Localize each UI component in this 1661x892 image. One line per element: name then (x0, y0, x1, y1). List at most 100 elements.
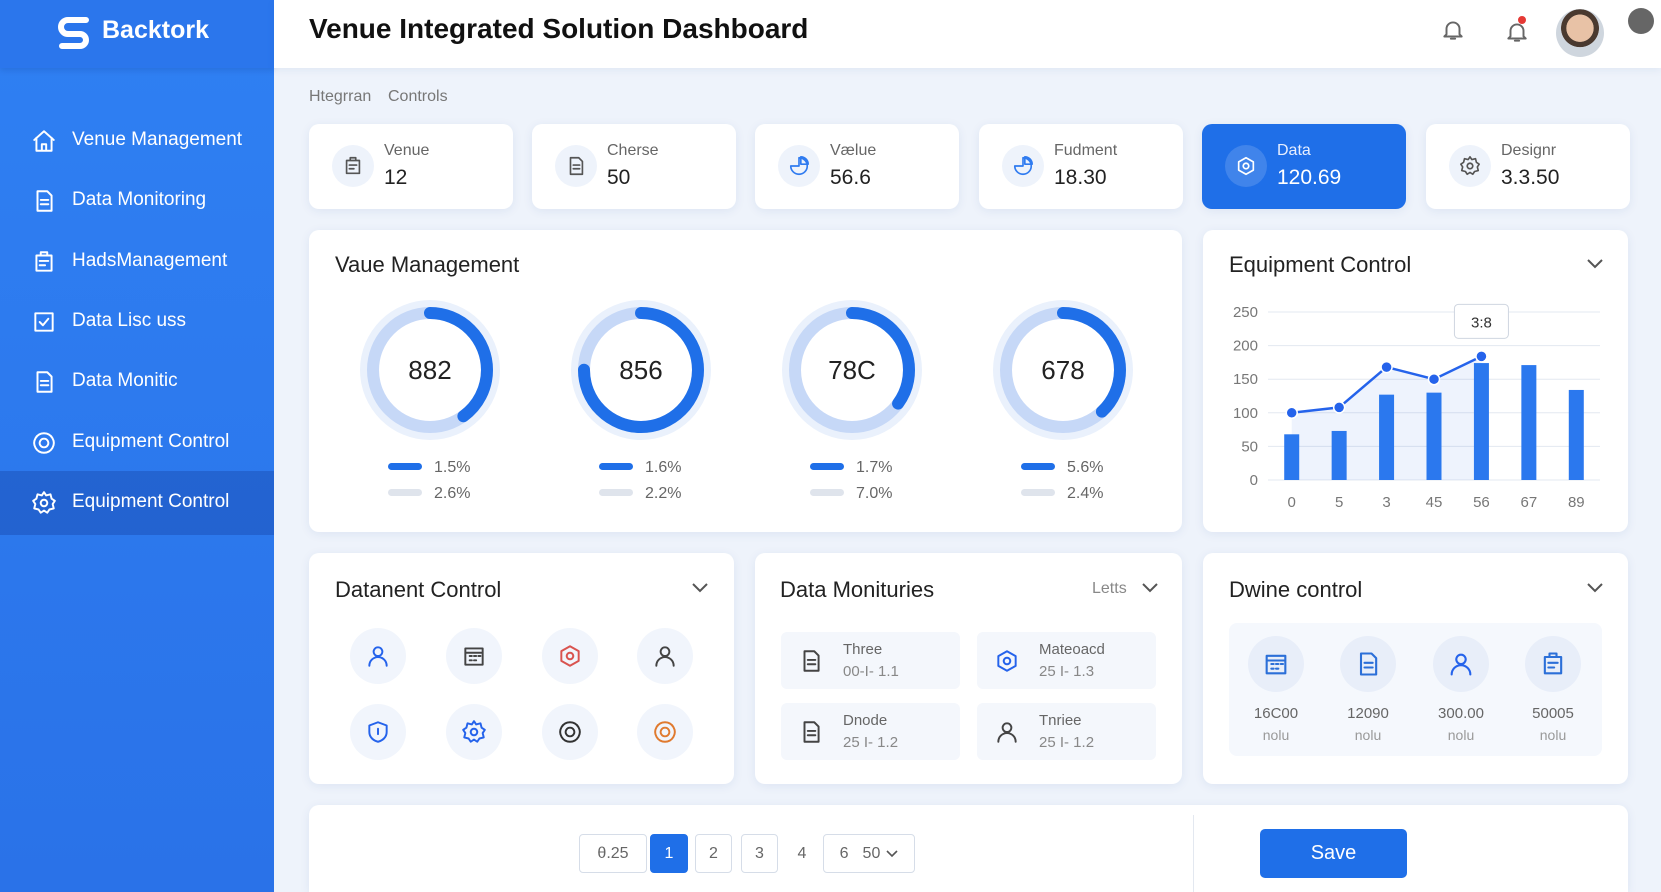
icon-shape (1359, 652, 1378, 676)
icon (36, 371, 53, 393)
icon-shape (1013, 156, 1033, 176)
icon-shape (1460, 156, 1480, 176)
chevron[interactable] (1141, 582, 1159, 594)
x-tick-label: 45 (1426, 494, 1443, 511)
page-size[interactable]: 6 50 (823, 834, 915, 873)
icon-shape (36, 371, 53, 393)
stat-card[interactable]: Fudment 18.30 (979, 124, 1183, 209)
panel-title: Equipment Control (1229, 252, 1412, 277)
y-tick-label: 200 (1233, 338, 1258, 355)
bar (1521, 365, 1537, 480)
page-range: θ.25 (579, 834, 647, 873)
brand-bar: Backtork (0, 0, 274, 68)
stat-value: 56.6 (830, 166, 871, 189)
chevron[interactable] (691, 582, 709, 594)
icon-button[interactable] (542, 628, 598, 684)
y-tick-label: 0 (1250, 472, 1258, 489)
panel-title: Dwine control (1229, 577, 1363, 602)
divider (1193, 815, 1194, 892)
icon-shape (368, 646, 388, 667)
icon-shape (560, 645, 580, 667)
monitor-value: 25 I- 1.3 (1039, 663, 1095, 680)
breadcrumb-item: Controls (388, 88, 448, 105)
monitor-value: 25 I- 1.2 (1039, 734, 1095, 751)
icon-shape (464, 647, 484, 666)
page-button[interactable]: 2 (695, 834, 732, 873)
icon-button[interactable] (446, 704, 502, 760)
icon (654, 721, 676, 743)
icon (1460, 156, 1480, 176)
filter[interactable]: Letts (1092, 580, 1127, 597)
nav-item[interactable]: Equipment Control (0, 411, 274, 475)
icon-button[interactable] (542, 704, 598, 760)
icon (1450, 653, 1472, 676)
page-button[interactable]: 1 (650, 834, 688, 873)
page-button[interactable]: 3 (741, 834, 778, 873)
nav-label: Venue Management (72, 129, 243, 150)
nav-item[interactable]: Data Lisc uss (0, 290, 274, 354)
donut-label: 78C (828, 355, 876, 385)
nav-item[interactable]: Venue Management (0, 109, 274, 173)
icon (1443, 21, 1463, 40)
monitor-item: Mateoacd 25 I- 1.3 (977, 632, 1156, 689)
x-tick-label: 67 (1521, 494, 1538, 511)
icon-shape (559, 721, 581, 743)
icon-circle (1449, 145, 1491, 187)
icon-circle (1225, 145, 1267, 187)
nav-item[interactable]: Data Monitic (0, 350, 274, 414)
stat-label: Designr (1501, 142, 1557, 159)
icon-shape (1265, 654, 1287, 675)
y-tick-label: 250 (1233, 304, 1258, 321)
tooltip-box (1453, 303, 1509, 339)
nav-item[interactable]: Data Monitoring (0, 169, 274, 233)
chevron[interactable] (1586, 582, 1604, 594)
icon (345, 156, 361, 175)
dwine-unit: nolu (1447, 727, 1475, 743)
chevron[interactable] (1586, 258, 1604, 270)
brand-logo (58, 17, 89, 49)
top-bar (274, 0, 1661, 68)
nav-item[interactable]: Equipment Control (0, 471, 274, 535)
nav-label: Data Monitoring (72, 189, 207, 210)
donut-progress (367, 307, 493, 433)
stat-card[interactable]: Designr 3.3.50 (1426, 124, 1630, 209)
donut-label: 856 (619, 355, 662, 385)
icon (1265, 654, 1287, 675)
donut-progress (1000, 307, 1126, 433)
stat-card[interactable]: Vælue 56.6 (755, 124, 959, 209)
page-button[interactable]: 4 (797, 844, 807, 862)
dwine-value: 300.00 (1438, 705, 1484, 722)
corner-button[interactable] (1628, 8, 1654, 34)
stat-value: 12 (384, 166, 408, 189)
icon-shape (997, 650, 1017, 672)
nav-label: Equipment Control (72, 491, 230, 512)
panel-title: Datanent Control (335, 577, 502, 602)
icon-button[interactable] (637, 704, 693, 760)
stat-label: Data (1277, 142, 1311, 159)
save-button[interactable]: Save (1260, 829, 1407, 878)
legend-label: 1.5% (434, 459, 470, 476)
stat-card[interactable]: Venue 12 (309, 124, 513, 209)
brand-name: Backtork (102, 16, 209, 44)
x-tick-label: 56 (1473, 494, 1490, 511)
icon (35, 251, 53, 272)
stat-card[interactable]: Cherse 50 (532, 124, 736, 209)
stat-card[interactable]: Data 120.69 (1202, 124, 1406, 209)
bottom-panel: θ.25 1 2 3 4 6 50 Save (309, 805, 1628, 892)
donut-progress (789, 307, 915, 433)
icon (559, 721, 581, 743)
icon (32, 491, 56, 514)
page-size-value: 50 (862, 844, 881, 862)
icon-shape (36, 190, 53, 212)
legend-label: 2.6% (434, 485, 470, 502)
avatar[interactable] (1556, 9, 1604, 57)
legend-swatch (1021, 489, 1055, 496)
line-point (1380, 360, 1393, 374)
nav-item[interactable]: HadsManagement (0, 230, 274, 294)
legend-swatch (599, 489, 633, 496)
stat-label: Fudment (1054, 142, 1118, 159)
chevron-shape (1142, 583, 1158, 593)
donut-label: 678 (1041, 355, 1084, 385)
